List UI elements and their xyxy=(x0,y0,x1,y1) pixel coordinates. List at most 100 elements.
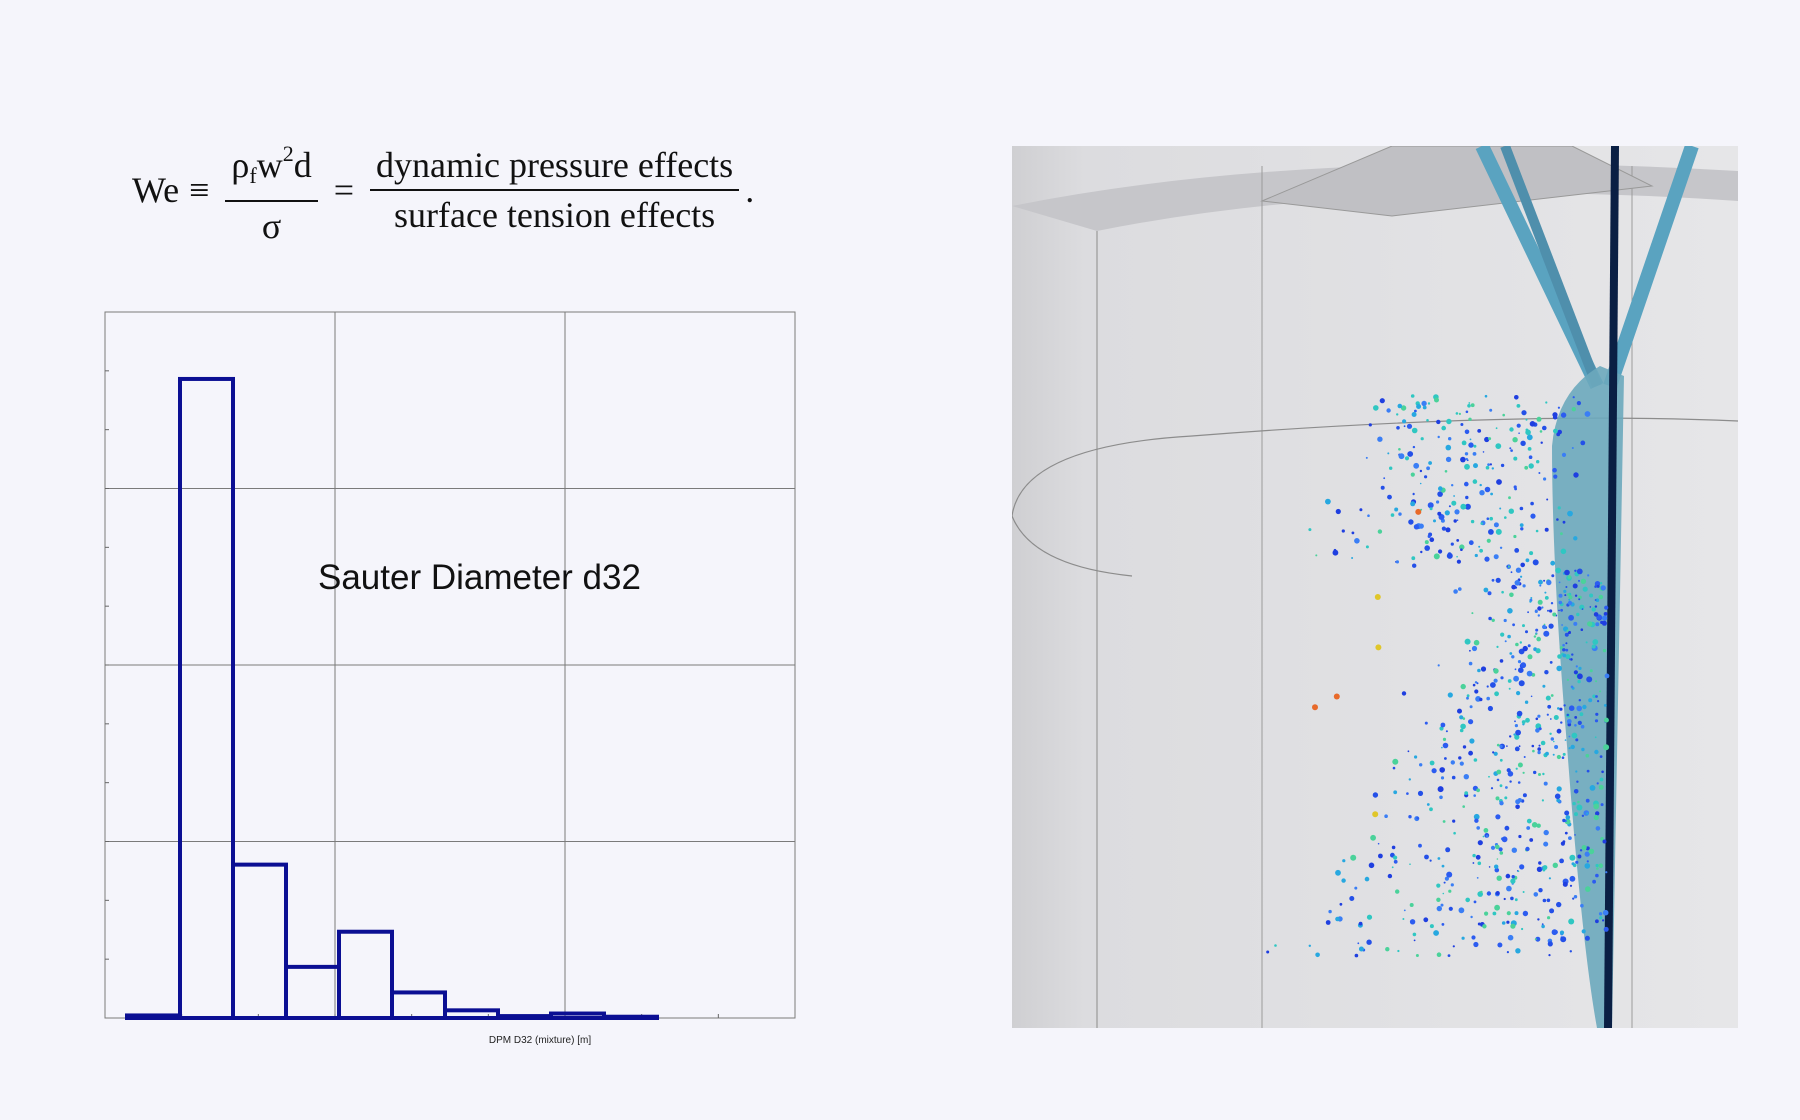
droplet xyxy=(1568,705,1575,711)
droplet xyxy=(1410,472,1415,477)
droplet xyxy=(1594,749,1599,755)
d-symbol: d xyxy=(293,145,312,185)
droplet xyxy=(1403,425,1406,428)
droplet xyxy=(1484,486,1491,493)
droplet xyxy=(1593,814,1599,821)
droplet xyxy=(1504,796,1508,800)
droplet xyxy=(1575,738,1579,742)
droplet xyxy=(1392,758,1399,765)
droplet xyxy=(1567,575,1572,579)
droplet xyxy=(1604,605,1609,610)
droplet xyxy=(1473,444,1477,448)
droplet xyxy=(1542,865,1548,870)
droplet xyxy=(1556,798,1561,803)
droplet xyxy=(1548,623,1554,629)
droplet xyxy=(1564,831,1568,835)
droplet xyxy=(1511,655,1515,659)
droplet xyxy=(1538,579,1543,585)
droplet xyxy=(1506,565,1509,568)
droplet xyxy=(1473,463,1478,469)
droplet xyxy=(1484,394,1488,398)
droplet xyxy=(1538,773,1541,776)
droplet xyxy=(1550,560,1556,566)
droplet xyxy=(1564,739,1567,741)
droplet xyxy=(1493,522,1499,528)
droplet xyxy=(1436,419,1441,425)
droplet xyxy=(1493,678,1498,683)
droplet xyxy=(1578,598,1581,601)
droplet xyxy=(1395,560,1399,564)
droplet xyxy=(1552,862,1558,868)
droplet xyxy=(1274,944,1277,947)
droplet xyxy=(1446,871,1453,878)
droplet xyxy=(1427,534,1431,538)
droplet xyxy=(1588,698,1593,703)
droplet xyxy=(1577,720,1582,726)
droplet xyxy=(1543,630,1550,637)
droplet xyxy=(1572,396,1575,399)
droplet xyxy=(1543,579,1546,582)
droplet xyxy=(1411,412,1417,417)
droplet xyxy=(1308,528,1312,532)
droplet xyxy=(1537,918,1540,921)
droplet xyxy=(1537,747,1541,751)
droplet xyxy=(1498,847,1503,852)
droplet xyxy=(1563,589,1567,593)
droplet xyxy=(1490,682,1496,688)
droplet xyxy=(1368,423,1372,427)
droplet xyxy=(1504,516,1507,519)
droplet xyxy=(1444,510,1450,516)
droplet xyxy=(1599,755,1603,758)
droplet xyxy=(1565,654,1571,660)
droplet xyxy=(1468,661,1473,666)
droplet xyxy=(1426,803,1430,806)
droplet xyxy=(1350,854,1357,861)
droplet xyxy=(1496,858,1499,860)
droplet xyxy=(1588,848,1595,855)
droplet xyxy=(1496,645,1499,648)
droplet xyxy=(1535,628,1539,632)
droplet xyxy=(1529,600,1532,603)
droplet xyxy=(1546,713,1549,716)
droplet xyxy=(1490,845,1496,850)
droplet xyxy=(1401,691,1407,696)
droplet xyxy=(1429,807,1433,812)
droplet xyxy=(1397,949,1400,953)
droplet xyxy=(1487,705,1493,712)
droplet xyxy=(1456,555,1458,558)
droplet xyxy=(1384,814,1388,818)
weber-numerator: ρfw2d xyxy=(225,132,318,202)
droplet xyxy=(1567,600,1573,606)
droplet xyxy=(1542,898,1547,903)
droplet xyxy=(1460,503,1467,510)
droplet xyxy=(1468,540,1474,546)
droplet xyxy=(1477,922,1481,926)
droplet xyxy=(1573,536,1578,541)
droplet xyxy=(1445,847,1451,853)
droplet xyxy=(1490,787,1494,790)
droplet xyxy=(1451,775,1456,780)
droplet xyxy=(1472,479,1478,484)
droplet xyxy=(1518,667,1524,673)
droplet xyxy=(1438,549,1443,554)
droplet xyxy=(1495,577,1501,583)
droplet xyxy=(1540,441,1543,444)
droplet xyxy=(1486,517,1490,520)
droplet xyxy=(1515,567,1522,573)
droplet xyxy=(1534,609,1538,613)
droplet xyxy=(1460,548,1463,551)
droplet xyxy=(1461,440,1467,446)
droplet xyxy=(1580,724,1585,729)
droplet xyxy=(1495,814,1501,820)
droplet xyxy=(1418,523,1424,529)
droplet xyxy=(1565,648,1569,652)
droplet xyxy=(1510,878,1516,884)
droplet xyxy=(1507,565,1510,568)
droplet xyxy=(1518,680,1525,687)
droplet xyxy=(1573,789,1579,794)
droplet xyxy=(1487,463,1490,466)
droplet xyxy=(1387,452,1390,455)
droplet xyxy=(1600,585,1606,591)
droplet xyxy=(1442,820,1446,823)
droplet xyxy=(1539,584,1542,587)
